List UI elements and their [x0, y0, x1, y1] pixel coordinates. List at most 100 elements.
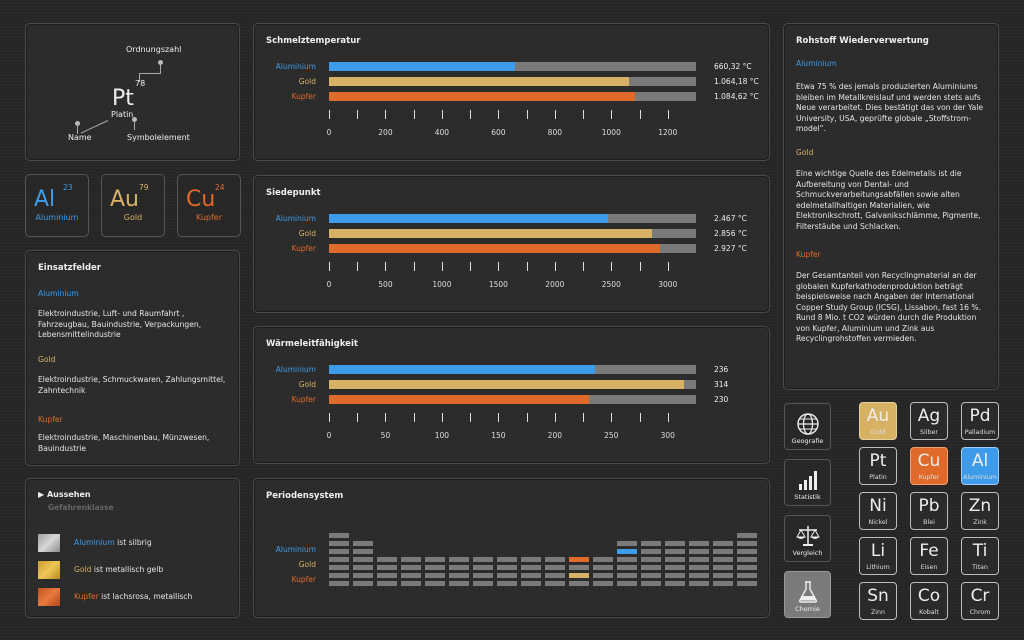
periodic-cell [329, 565, 349, 570]
element-tile-pt[interactable]: Pt Platin [859, 447, 897, 485]
element-name: Gold [74, 565, 92, 574]
tile-name: Aluminium [963, 474, 997, 481]
periodic-cell [665, 549, 685, 554]
element-grid: Au Gold Ag Silber Pd Palladium Pt Platin Cu Kupfe… [859, 402, 999, 622]
periodic-cell [593, 581, 613, 586]
tile-name: Kupfer [195, 213, 223, 222]
swatch-silver [38, 534, 60, 552]
nav-label: Statistik [794, 493, 821, 501]
element-tile-li[interactable]: Li Lithium [859, 537, 897, 575]
tile-aluminium[interactable]: Al 23 Aluminium [25, 174, 89, 237]
element-tile-cr[interactable]: Cr Chrom [961, 582, 999, 620]
element-name: Kupfer [74, 592, 99, 601]
panel-title: Periodensystem [266, 491, 344, 501]
periodic-cell [353, 557, 373, 562]
periodic-cell [593, 573, 613, 578]
periodic-cell [641, 549, 661, 554]
periodensystem-panel: Periodensystem Aluminium Gold Kupfer [253, 478, 770, 618]
periodic-cell [665, 581, 685, 586]
tile-name: Nickel [868, 519, 888, 526]
periodic-cell [521, 581, 541, 586]
key-line [80, 120, 109, 134]
tick-label: 100 [434, 431, 450, 440]
periodic-cell [545, 573, 565, 578]
element-tile-pd[interactable]: Pd Palladium [961, 402, 999, 440]
tile-number: 79 [139, 183, 149, 192]
bar-value-label: 660,32 °C [714, 62, 752, 71]
periodic-cell [641, 565, 661, 570]
tick-label: 2500 [601, 280, 621, 289]
tab-aussehen[interactable]: ▶ Aussehen [38, 490, 91, 499]
nav-chemie[interactable]: Chemie [784, 571, 831, 618]
periodic-cell [593, 557, 613, 562]
axis-minor-tick [413, 262, 415, 271]
periodic-cell [545, 581, 565, 586]
bar-label: Gold [298, 380, 316, 389]
tile-gold[interactable]: Au 79 Gold [101, 174, 165, 237]
element-tile-ti[interactable]: Ti Titan [961, 537, 999, 575]
nav-statistik[interactable]: Statistik [784, 459, 831, 506]
periodic-cell [665, 541, 685, 546]
tile-name: Lithium [866, 564, 890, 571]
triangle-icon: ▶ [38, 490, 45, 499]
element-tile-co[interactable]: Co Kobalt [910, 582, 948, 620]
key-line [139, 73, 140, 82]
element-tile-au[interactable]: Au Gold [859, 402, 897, 440]
appearance-line: Gold ist metallisch gelb [74, 565, 163, 576]
periodic-cell [713, 573, 733, 578]
tile-symbol: Fe [919, 541, 939, 561]
periodic-cell [569, 565, 589, 570]
key-line [160, 64, 161, 74]
tile-name: Gold [870, 429, 886, 436]
periodic-cell [425, 573, 445, 578]
periodic-cell [473, 581, 493, 586]
tile-name: Zinn [870, 609, 886, 616]
periodic-cell [641, 581, 661, 586]
tile-number: 23 [63, 183, 73, 192]
section-text: Elektroindustrie, Maschinenbau, Münzwese… [38, 433, 210, 453]
axis-minor-tick [583, 262, 585, 271]
nav-geografie[interactable]: Geografie [784, 403, 831, 450]
element-tile-sn[interactable]: Sn Zinn [859, 582, 897, 620]
tile-name: Kobalt [919, 609, 939, 616]
axis-tick [498, 262, 500, 271]
axis-tick [441, 110, 443, 119]
axis-tick [441, 413, 443, 422]
periodic-cell [617, 581, 637, 586]
bar [329, 229, 652, 238]
tab-gefahrenklasse[interactable]: Gefahrenklasse [48, 503, 114, 512]
element-tile-ni[interactable]: Ni Nickel [859, 492, 897, 530]
section-heading: Kupfer [38, 415, 63, 424]
recycling-panel: Rohstoff Wiederverwertung Aluminium Etwa… [783, 23, 999, 390]
tile-name: Palladium [964, 429, 996, 436]
periodic-cell [401, 557, 421, 562]
appearance-text: ist metallisch gelb [91, 565, 164, 574]
tick-label: 600 [491, 128, 506, 137]
axis-tick [385, 413, 387, 422]
bar-track [329, 395, 696, 404]
element-tile-cu[interactable]: Cu Kupfer [910, 447, 948, 485]
appearance-text: ist lachsrosa, metallisch [98, 592, 193, 601]
periodic-cell [737, 541, 757, 546]
periodic-cell [665, 557, 685, 562]
ordnungszahl-label: Ordnungszahl [126, 45, 182, 54]
key-line [77, 124, 78, 134]
periodic-cell [593, 565, 613, 570]
axis-tick [667, 413, 669, 422]
periodic-cell [713, 549, 733, 554]
ps-label-aluminium: Aluminium [275, 545, 316, 554]
bar-label: Kupfer [291, 92, 316, 101]
tick-label: 250 [604, 431, 619, 440]
tile-kupfer[interactable]: Cu 24 Kupfer [177, 174, 241, 237]
periodic-cell [689, 581, 709, 586]
periodic-cell [617, 549, 637, 554]
periodic-cell [569, 573, 589, 578]
element-tile-pb[interactable]: Pb Blei [910, 492, 948, 530]
tile-symbol: Zn [968, 496, 992, 516]
element-tile-al[interactable]: Al Aluminium [961, 447, 999, 485]
nav-vergleich[interactable]: Vergleich [784, 515, 831, 562]
element-tile-zn[interactable]: Zn Zink [961, 492, 999, 530]
element-tile-fe[interactable]: Fe Eisen [910, 537, 948, 575]
element-tile-ag[interactable]: Ag Silber [910, 402, 948, 440]
chart-panel-siedepunkt: Siedepunkt Aluminium 2.467 °C Gold 2.856 °C… [253, 175, 770, 313]
